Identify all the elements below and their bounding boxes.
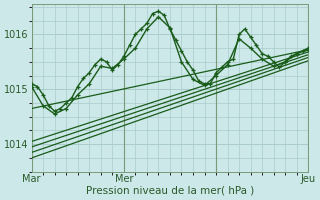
X-axis label: Pression niveau de la mer( hPa ): Pression niveau de la mer( hPa ) <box>86 186 254 196</box>
